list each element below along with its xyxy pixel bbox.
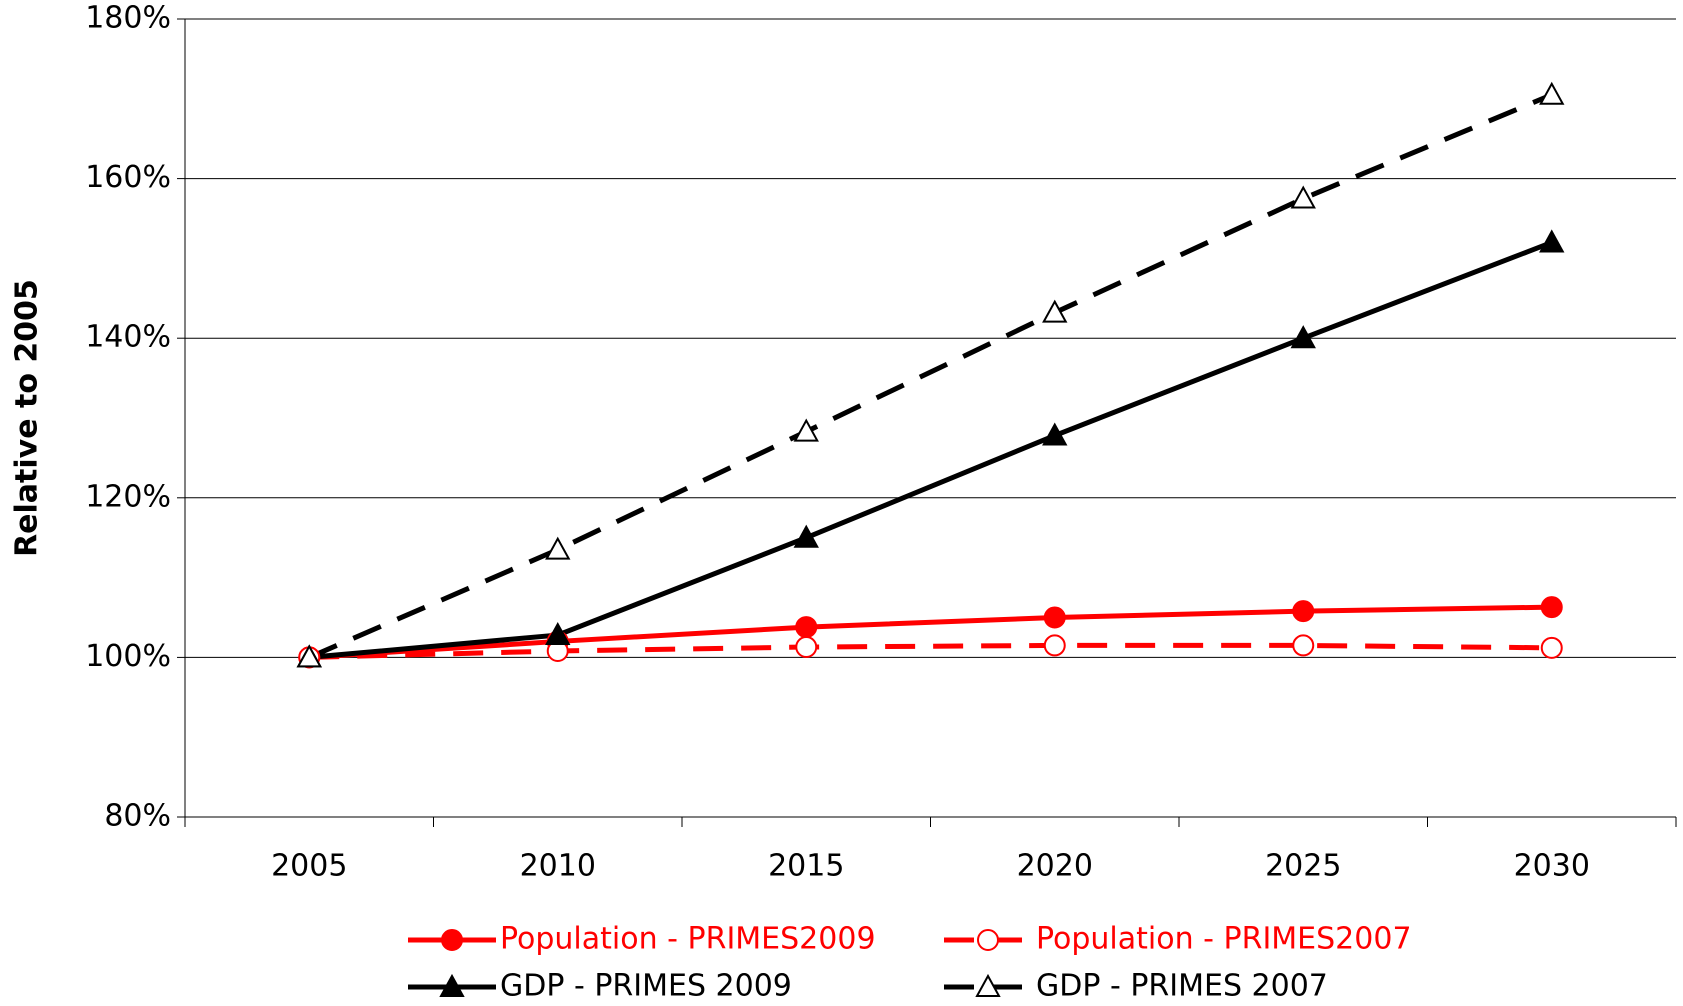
data-point: [1043, 634, 1066, 657]
x-tick-label: 2015: [768, 849, 844, 884]
legend-marker: [977, 929, 999, 951]
data-point: [545, 621, 571, 646]
data-point: [793, 524, 819, 548]
series-line: [309, 604, 1552, 660]
series-line: [308, 92, 1553, 660]
y-tick-label: 120%: [85, 479, 171, 514]
legend-label: Population - PRIMES2009: [500, 922, 876, 957]
data-point: [793, 418, 819, 442]
legend-marker: [975, 973, 1001, 997]
y-tick-label: 80%: [104, 799, 171, 834]
data-point: [1540, 596, 1563, 619]
x-tick-label: 2030: [1514, 849, 1590, 884]
y-axis-label: Relative to 2005: [10, 279, 45, 557]
legend-label: GDP - PRIMES 2009: [500, 969, 792, 1004]
series-line: [309, 642, 1552, 660]
y-tick-label: 180%: [85, 1, 171, 36]
legend-label: GDP - PRIMES 2007: [1036, 969, 1328, 1004]
data-point: [1539, 229, 1565, 253]
legend-marker: [441, 929, 463, 951]
x-tick-label: 2020: [1017, 849, 1093, 884]
data-point: [1043, 606, 1066, 629]
data-point: [1539, 81, 1565, 105]
x-tick-label: 2025: [1265, 849, 1341, 884]
data-point: [1290, 185, 1316, 209]
data-point: [795, 616, 818, 639]
y-tick-label: 160%: [85, 160, 171, 195]
series-line: [309, 240, 1553, 660]
y-tick-label: 100%: [85, 639, 171, 674]
y-tick-label: 140%: [85, 320, 171, 355]
data-point: [1540, 636, 1563, 659]
data-point: [1042, 422, 1068, 446]
data-point: [1292, 634, 1315, 657]
data-point: [1042, 299, 1068, 323]
data-point: [545, 536, 571, 560]
data-point: [296, 644, 322, 668]
x-tick-label: 2010: [520, 849, 596, 884]
data-point: [1292, 600, 1315, 623]
data-point: [1290, 325, 1316, 349]
legend-marker: [439, 973, 465, 997]
data-point: [795, 636, 818, 659]
legend-label: Population - PRIMES2007: [1036, 922, 1412, 957]
x-tick-label: 2005: [271, 849, 347, 884]
